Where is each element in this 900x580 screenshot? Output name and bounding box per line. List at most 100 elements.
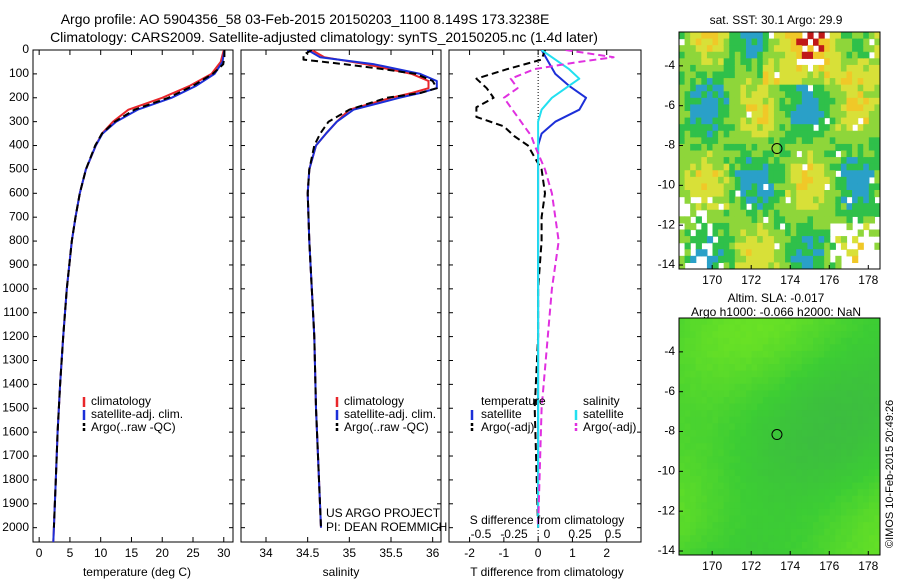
map-cell <box>813 170 820 178</box>
map-cell <box>835 216 842 224</box>
map-cell <box>829 541 836 550</box>
map-cell <box>824 377 831 385</box>
map-cell <box>801 137 809 145</box>
map-cell <box>874 429 880 438</box>
map-cell <box>818 350 825 359</box>
map-cell <box>807 449 814 457</box>
map-cell <box>846 104 853 112</box>
map-cell <box>695 183 702 191</box>
map-cell <box>824 482 831 490</box>
map-cell <box>779 318 786 326</box>
map-cell <box>840 344 848 352</box>
map-cell <box>684 535 691 543</box>
map-cell <box>818 249 825 257</box>
map-cell <box>813 78 820 86</box>
map-cell <box>706 104 714 112</box>
map-cell <box>712 249 719 257</box>
map-cell <box>679 64 686 73</box>
map-cell <box>701 32 708 40</box>
map-cell <box>768 377 775 385</box>
map-cell <box>712 190 719 198</box>
map-cell <box>852 117 859 125</box>
map-cell <box>824 51 831 59</box>
map-cell <box>796 522 803 530</box>
map-cell <box>857 91 864 99</box>
map-cell <box>785 38 792 46</box>
map-cell <box>757 515 764 523</box>
map-cell <box>785 357 792 365</box>
map-cell <box>729 64 736 73</box>
map-cell <box>773 495 781 503</box>
map-cell <box>818 403 825 411</box>
map-cell <box>801 209 809 217</box>
map-cell <box>723 522 730 530</box>
map-cell <box>729 236 736 244</box>
map-cell <box>701 78 708 86</box>
map-cell <box>712 528 719 536</box>
map-cell <box>785 104 792 112</box>
map-cell <box>695 449 702 457</box>
map-cell <box>863 390 870 398</box>
map-cell <box>768 222 775 231</box>
map-cell <box>740 331 747 339</box>
map-cell <box>701 476 708 484</box>
map-cell <box>701 64 708 73</box>
map-cell <box>840 462 848 471</box>
map-cell <box>768 423 775 431</box>
map-cell <box>773 370 781 378</box>
map-cell <box>695 495 702 503</box>
map-cell <box>695 370 702 378</box>
map-cell <box>723 541 730 550</box>
map-cell <box>706 150 714 158</box>
map-cell <box>679 462 686 471</box>
map-cell <box>690 370 697 378</box>
y-tick-label: 1800 <box>2 472 29 486</box>
map-cell <box>801 357 809 365</box>
map-cell <box>690 170 697 178</box>
map-cell <box>729 38 736 46</box>
map-cell <box>790 535 797 543</box>
y-tick-label: 700 <box>9 209 29 223</box>
map-cell <box>729 476 736 484</box>
map-cell <box>779 84 786 92</box>
map-cell <box>807 462 814 471</box>
map-cell <box>690 429 697 438</box>
map-cell <box>751 469 758 477</box>
map-cell <box>863 508 870 517</box>
map-cell <box>790 91 797 99</box>
map-cell <box>868 449 876 457</box>
map-cell <box>829 216 836 224</box>
map-cell <box>785 489 792 497</box>
map-cell <box>818 449 825 457</box>
map-cell <box>757 111 764 119</box>
map-cell <box>718 196 725 204</box>
map-cell <box>796 51 803 59</box>
map-cell <box>757 32 764 40</box>
map-cell <box>695 364 702 372</box>
map-cell <box>852 377 859 385</box>
map-cell <box>773 163 781 171</box>
map-cell <box>785 535 792 543</box>
map-cell <box>852 190 859 198</box>
map-cell <box>840 548 848 555</box>
map-cell <box>701 436 708 444</box>
map-cell <box>695 170 702 178</box>
map-cell <box>818 78 825 86</box>
map-cell <box>868 502 876 510</box>
map-cell <box>690 410 697 418</box>
map-cell <box>690 222 697 231</box>
map-cell <box>746 357 753 365</box>
map-cell <box>746 78 753 86</box>
map-cell <box>818 443 825 451</box>
map-cell <box>712 436 719 444</box>
map-cell <box>723 183 730 191</box>
map-cell <box>746 416 753 424</box>
map-cell <box>790 157 797 165</box>
map-cell <box>757 403 764 411</box>
map-cell <box>785 249 792 257</box>
map-cell <box>790 196 797 204</box>
map-cell <box>768 84 775 92</box>
map-cell <box>773 91 781 99</box>
map-cell <box>746 71 753 79</box>
map-cell <box>835 535 842 543</box>
